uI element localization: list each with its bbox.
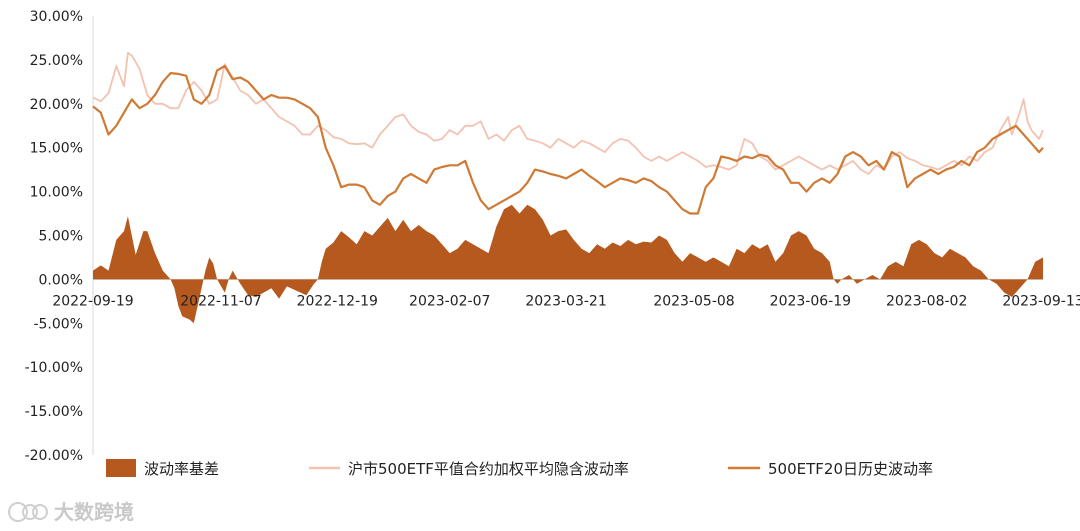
x-tick-label: 2023-02-07 (409, 293, 490, 309)
y-tick-label: -10.00% (25, 360, 83, 376)
y-tick-label: 25.00% (30, 53, 83, 69)
x-tick-label: 2023-08-02 (886, 293, 967, 309)
x-axis-ticks: 2022-09-19 2022-11-07 2022-12-19 2023-02-07… (52, 293, 1080, 309)
series-line-implied-vol (92, 52, 1044, 175)
x-tick-label: 2022-11-07 (180, 293, 261, 309)
legend-label-basis: 波动率基差 (144, 460, 219, 478)
y-axis-ticks: 30.00% 25.00% 20.00% 15.00% 10.00% 5.00% 0.00%… (25, 9, 83, 464)
y-tick-label: -15.00% (25, 404, 83, 420)
x-tick-label: 2022-09-19 (52, 293, 133, 309)
watermark: 大数跨境 (8, 500, 134, 524)
x-tick-label: 2023-06-19 (770, 293, 851, 309)
y-tick-label: 0.00% (39, 272, 83, 288)
series-area-basis (93, 204, 1043, 324)
watermark-text: 大数跨境 (54, 500, 134, 524)
legend-label-implied-vol: 沪市500ETF平值合约加权平均隐含波动率 (348, 460, 629, 478)
y-tick-label: 5.00% (39, 229, 83, 245)
series-layer (92, 52, 1044, 324)
y-tick-label: 15.00% (30, 141, 83, 157)
y-tick-label: -5.00% (33, 316, 83, 332)
legend-label-historical-vol: 500ETF20日历史波动率 (768, 460, 933, 478)
x-tick-label: 2022-12-19 (297, 293, 378, 309)
x-tick-label: 2023-09-13 (1002, 293, 1080, 309)
x-tick-label: 2023-03-21 (525, 293, 606, 309)
watermark-logo-icon (8, 502, 48, 522)
y-tick-label: 10.00% (30, 185, 83, 201)
series-line-historical-vol (92, 64, 1044, 215)
y-tick-label: 20.00% (30, 97, 83, 113)
y-tick-label: 30.00% (30, 9, 83, 25)
legend-swatch-basis (106, 459, 136, 477)
y-tick-label: -20.00% (25, 448, 83, 464)
x-tick-label: 2023-05-08 (653, 293, 734, 309)
legend: 波动率基差 沪市500ETF平值合约加权平均隐含波动率 500ETF20日历史波… (106, 459, 933, 478)
